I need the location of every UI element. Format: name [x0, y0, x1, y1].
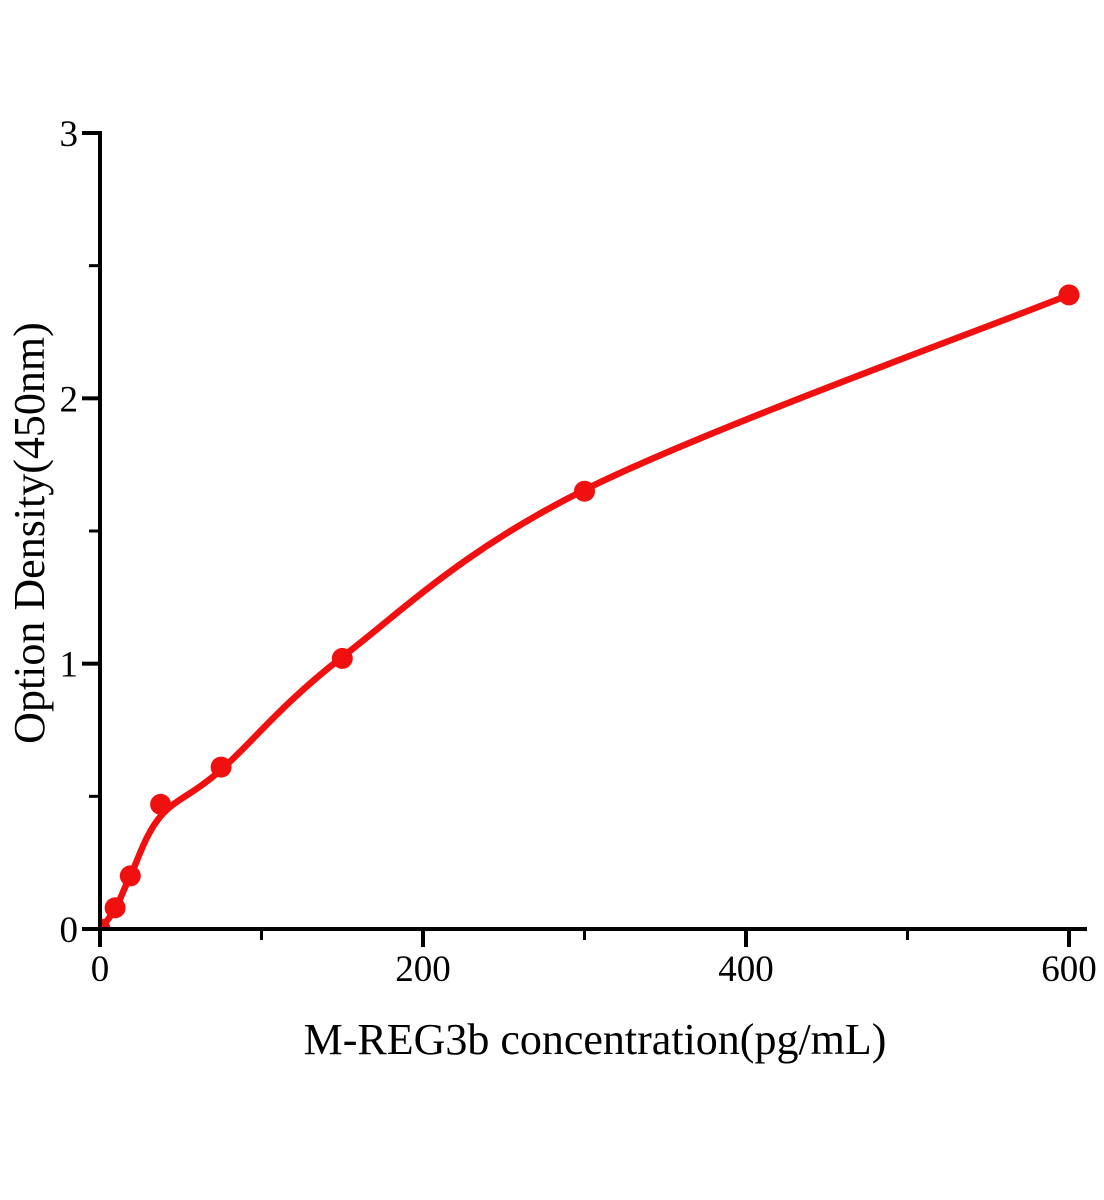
y-tick-label: 2 — [60, 379, 79, 420]
x-tick-label: 0 — [91, 949, 110, 990]
y-tick-label: 0 — [60, 910, 79, 951]
y-tick-label: 3 — [60, 114, 79, 155]
x-tick-label: 600 — [1041, 949, 1097, 990]
data-point — [119, 865, 141, 887]
y-axis-title: Option Density(450nm) — [5, 322, 54, 744]
x-tick-label: 200 — [395, 949, 451, 990]
y-tick-label: 1 — [60, 645, 79, 686]
x-axis-title: M-REG3b concentration(pg/mL) — [303, 1015, 887, 1064]
data-point — [1058, 284, 1080, 306]
fit-curve-line — [102, 291, 1073, 927]
data-point — [150, 793, 172, 815]
x-tick-label: 400 — [718, 949, 774, 990]
data-point — [210, 756, 232, 778]
data-point — [104, 897, 126, 919]
data-layer — [102, 284, 1080, 927]
data-point — [574, 480, 595, 502]
data-point — [331, 647, 353, 669]
data-point — [102, 918, 111, 927]
